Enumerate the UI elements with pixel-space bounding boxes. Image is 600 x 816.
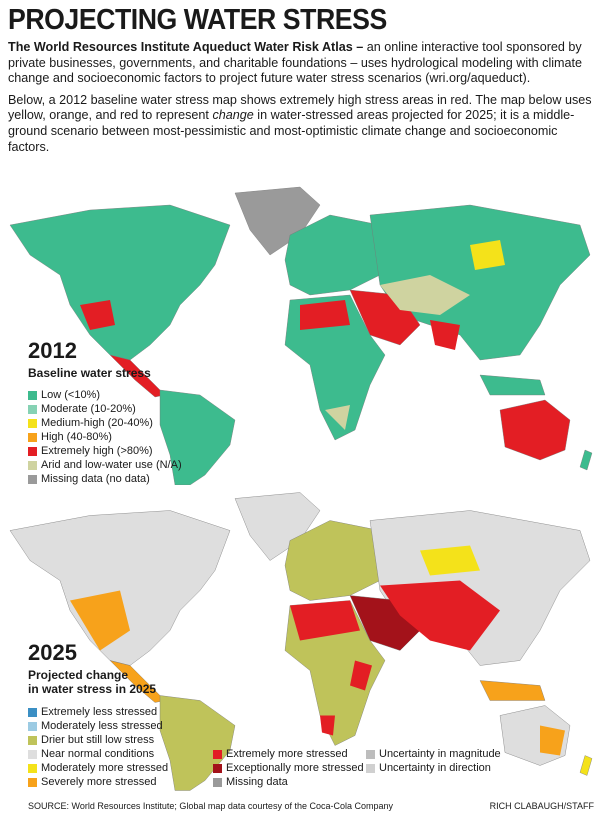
legend-swatch bbox=[28, 735, 37, 745]
intro-p2-end: in water-stressed areas projected for 20… bbox=[8, 108, 575, 154]
legend-label: Moderately more stressed bbox=[41, 762, 169, 774]
legend-item: Moderate (10-20%) bbox=[28, 402, 182, 416]
intro-p2: Below, a 2012 baseline water stress map … bbox=[8, 92, 592, 123]
legend-label: Extremely less stressed bbox=[41, 706, 158, 718]
legend-swatch bbox=[28, 707, 37, 717]
subtitle-line1: Projected change bbox=[28, 668, 129, 682]
map2025-stress-area bbox=[420, 545, 480, 576]
legend-label: Severely more stressed bbox=[41, 776, 157, 788]
map2012-stress-area bbox=[380, 275, 470, 315]
legend-item: Drier but still low stress bbox=[28, 733, 168, 747]
legend-label: Extremely high (>80%) bbox=[41, 445, 153, 457]
map2025-stress-area bbox=[380, 580, 500, 651]
map2025-stress-area bbox=[70, 590, 130, 651]
legend-swatch bbox=[28, 432, 37, 442]
legend-item: Missing data bbox=[213, 775, 364, 789]
intro-text: The World Resources Institute Aqueduct W… bbox=[8, 40, 596, 161]
legend-item: Uncertainty in direction bbox=[366, 761, 501, 775]
legend-swatch bbox=[213, 777, 222, 787]
legend-label: Uncertainty in magnitude bbox=[379, 748, 501, 760]
legend-label: Moderately less stressed bbox=[41, 720, 163, 732]
map2025-stress-area bbox=[350, 660, 372, 691]
intro-body: an online interactive tool sponsored by … bbox=[8, 40, 583, 86]
legend-2025-subtitle: Projected change in water stress in 2025 bbox=[28, 668, 156, 696]
map2012-region-africa bbox=[284, 294, 386, 441]
map2025-region-nz bbox=[579, 755, 593, 776]
legend-2012-subtitle: Baseline water stress bbox=[28, 366, 151, 380]
legend-label: Exceptionally more stressed bbox=[226, 762, 364, 774]
legend-label: Missing data bbox=[226, 776, 288, 788]
map2012-stress-area bbox=[430, 320, 460, 350]
intro-p2-em: change bbox=[212, 108, 254, 123]
legend-item: Medium-high (20-40%) bbox=[28, 416, 182, 430]
legend-item: Severely more stressed bbox=[28, 775, 168, 789]
map2025-stress-area bbox=[320, 715, 335, 736]
legend-swatch bbox=[28, 721, 37, 731]
subtitle-line2: in water stress in 2025 bbox=[28, 682, 157, 696]
legend-item: Extremely more stressed bbox=[213, 747, 364, 761]
legend-item: Moderately more stressed bbox=[28, 761, 168, 775]
legend-item: Moderately less stressed bbox=[28, 719, 168, 733]
legend-label: Medium-high (20-40%) bbox=[41, 417, 153, 429]
map-2025-projection bbox=[9, 492, 593, 791]
legend-item: Extremely high (>80%) bbox=[28, 444, 182, 458]
legend-item: Near normal conditions bbox=[28, 747, 168, 761]
source-note: SOURCE: World Resources Institute; Globa… bbox=[28, 801, 393, 811]
legend-label: Moderate (10-20%) bbox=[41, 403, 136, 415]
legend-item: Extremely less stressed bbox=[28, 705, 168, 719]
map2012-stress-area bbox=[80, 300, 115, 330]
legend-label: Drier but still low stress bbox=[41, 734, 155, 746]
map2012-region-australia bbox=[499, 399, 571, 461]
map2012-region-indonesia bbox=[479, 374, 546, 396]
legend-2012: 2012 Baseline water stress Low (<10%) Mod… bbox=[28, 338, 182, 486]
map2012-region-nz bbox=[579, 449, 593, 471]
legend-label: Uncertainty in direction bbox=[379, 762, 491, 774]
credit: RICH CLABAUGH/STAFF bbox=[489, 801, 594, 811]
map2012-region-samerica bbox=[159, 389, 236, 485]
map2025-region-indonesia bbox=[479, 680, 546, 701]
legend-label: Extremely more stressed bbox=[226, 748, 348, 760]
legend-2025-year: 2025 bbox=[28, 640, 77, 665]
legend-swatch bbox=[213, 763, 222, 773]
legend-swatch bbox=[366, 763, 375, 773]
map2012-region-namerica bbox=[9, 204, 231, 361]
legend-swatch bbox=[28, 777, 37, 787]
legend-label: Near normal conditions bbox=[41, 748, 155, 760]
legend-item: Missing data (no data) bbox=[28, 472, 182, 486]
legend-item: Exceptionally more stressed bbox=[213, 761, 364, 775]
map2012-stress-area bbox=[325, 405, 350, 430]
legend-swatch bbox=[28, 749, 37, 759]
legend-swatch bbox=[366, 749, 375, 759]
map2025-stress-area bbox=[540, 725, 565, 756]
intro-lead: The World Resources Institute Aqueduct W… bbox=[8, 40, 364, 54]
legend-swatch bbox=[28, 446, 37, 456]
map2012-stress-area bbox=[300, 300, 350, 330]
legend-swatch bbox=[28, 418, 37, 428]
map2012-stress-area bbox=[470, 240, 505, 270]
legend-swatch bbox=[213, 749, 222, 759]
legend-item: Arid and low-water use (N/A) bbox=[28, 458, 182, 472]
legend-2025: 2025 Projected change in water stress in … bbox=[28, 640, 156, 704]
legend-swatch bbox=[28, 763, 37, 773]
map2025-region-namerica bbox=[9, 510, 231, 666]
legend-label: Low (<10%) bbox=[41, 389, 101, 401]
legend-item: Low (<10%) bbox=[28, 388, 182, 402]
map-2012-baseline bbox=[9, 186, 593, 485]
map2025-stress-area bbox=[290, 600, 360, 641]
legend-label: Missing data (no data) bbox=[41, 473, 150, 485]
legend-item: High (40-80%) bbox=[28, 430, 182, 444]
legend-swatch bbox=[28, 404, 37, 414]
legend-swatch bbox=[28, 390, 37, 400]
legend-swatch bbox=[28, 474, 37, 484]
legend-label: Arid and low-water use (N/A) bbox=[41, 459, 182, 471]
legend-swatch bbox=[28, 460, 37, 470]
legend-2012-year: 2012 bbox=[28, 338, 77, 363]
legend-label: High (40-80%) bbox=[41, 431, 112, 443]
page-title: PROJECTING WATER STRESS bbox=[8, 4, 387, 36]
legend-item: Uncertainty in magnitude bbox=[366, 747, 501, 761]
